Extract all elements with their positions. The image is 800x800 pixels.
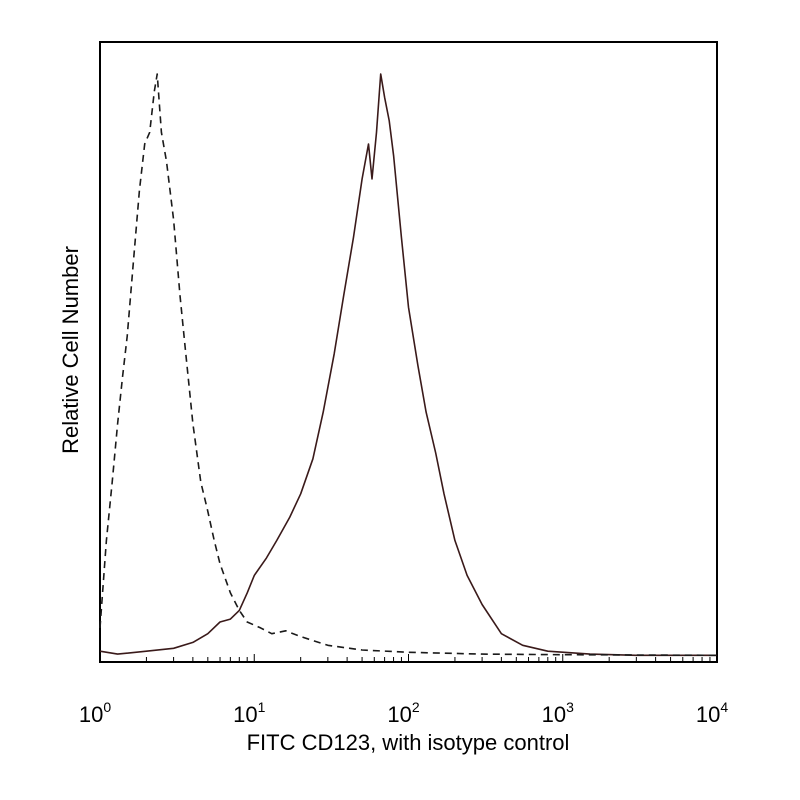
x-axis-ticks: 100 101 102 103 104 <box>79 654 728 727</box>
series-layer <box>99 73 718 657</box>
x-tick-label: 102 <box>387 699 419 727</box>
x-tick-label: 103 <box>542 699 574 727</box>
isotype-control-curve <box>99 73 718 657</box>
x-tick-label: 104 <box>696 699 728 727</box>
x-axis-title: FITC CD123, with isotype control <box>247 730 570 755</box>
plot-frame <box>99 41 718 663</box>
y-axis-title: Relative Cell Number <box>58 246 83 454</box>
cd123-curve <box>99 73 717 657</box>
x-tick-label: 101 <box>233 699 265 727</box>
x-tick-label: 100 <box>79 699 111 727</box>
